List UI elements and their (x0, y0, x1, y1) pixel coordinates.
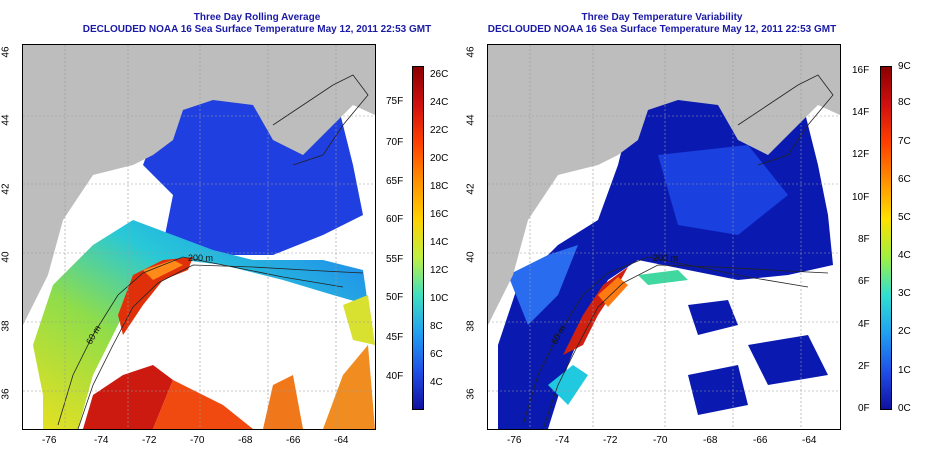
right-lon-64: -64 (802, 435, 817, 446)
left-title-line2: DECLOUDED NOAA 16 Sea Surface Temperatur… (82, 24, 432, 35)
contour-200m (77, 264, 364, 429)
shelf-water-region (33, 220, 368, 429)
contour-label-200m: 200 m (653, 253, 678, 263)
left-lon-76: -76 (42, 435, 57, 446)
right-lat-38: 38 (465, 320, 477, 332)
right-colorbar (880, 66, 892, 410)
left-lat-38: 38 (0, 320, 12, 332)
right-variability-map: 60 m 200 m (487, 44, 841, 430)
right-lon-72: -72 (603, 435, 618, 446)
left-lon-74: -74 (94, 435, 109, 446)
left-lat-36: 36 (0, 388, 12, 400)
left-lat-40: 40 (0, 251, 12, 263)
right-title-line1: Three Day Temperature Variability (581, 12, 743, 23)
left-lat-46: 46 (0, 46, 12, 58)
land-mass (23, 45, 375, 325)
right-lon-70: -70 (653, 435, 668, 446)
right-lon-74: -74 (555, 435, 570, 446)
contour-200m (542, 264, 829, 429)
left-title-line1: Three Day Rolling Average (193, 12, 321, 23)
warm-front (118, 257, 193, 335)
right-lon-76: -76 (507, 435, 522, 446)
right-lat-40: 40 (465, 251, 477, 263)
left-lon-68: -68 (238, 435, 253, 446)
contour-60m (57, 256, 344, 426)
left-sst-map: 60 m 200 m (22, 44, 376, 430)
left-lat-44: 44 (0, 114, 12, 126)
right-lon-68: -68 (703, 435, 718, 446)
contour-label-200m: 200 m (188, 253, 213, 263)
left-lon-64: -64 (334, 435, 349, 446)
left-lon-66: -66 (286, 435, 301, 446)
right-lat-42: 42 (465, 183, 477, 195)
right-title-line2: DECLOUDED NOAA 16 Sea Surface Temperatur… (487, 24, 837, 35)
land-mass (488, 45, 840, 325)
left-lon-72: -72 (142, 435, 157, 446)
left-lon-70: -70 (190, 435, 205, 446)
right-lon-66: -66 (753, 435, 768, 446)
right-lat-46: 46 (465, 46, 477, 58)
contour-60m (522, 256, 809, 426)
right-lat-36: 36 (465, 388, 477, 400)
left-colorbar (412, 66, 424, 410)
left-lat-42: 42 (0, 183, 12, 195)
right-lat-44: 44 (465, 114, 477, 126)
